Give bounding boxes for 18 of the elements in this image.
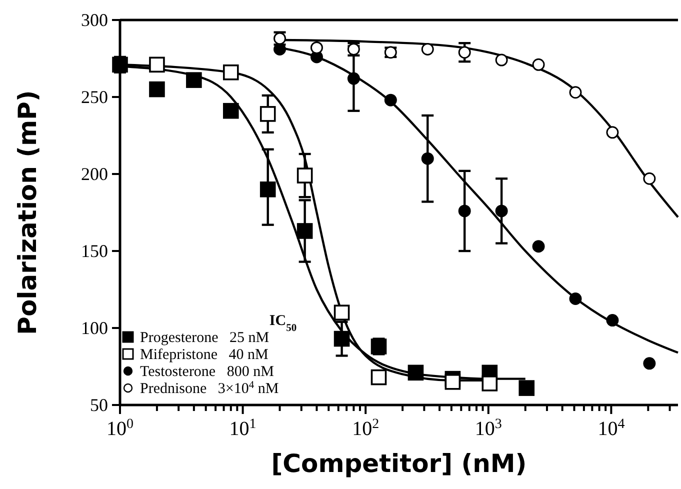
x-tick-label: 10$^{4}$	[598, 416, 625, 440]
x-tick-label: 10$^{3}$	[474, 416, 502, 440]
x-tick-label: 10$^{0}$	[106, 416, 134, 440]
legend-label: Testosterone 800 nM	[140, 364, 274, 380]
y-tick-label: 50	[90, 395, 108, 415]
x-tick-label: 10$^{2}$	[352, 416, 380, 440]
legend-label: Mifepristone 40 nM	[140, 347, 268, 363]
y-tick-label: 300	[81, 10, 108, 30]
y-axis-title: Polarization (mP)	[13, 90, 42, 335]
legend-label: Prednisone 3×10$^{4}$ nM	[140, 380, 279, 397]
y-tick-label: 100	[81, 318, 108, 338]
x-axis-title: [Competitor] (nM)	[271, 449, 527, 478]
y-tick-label: 250	[81, 87, 108, 107]
legend-title: IC$_{50}$	[269, 313, 297, 334]
y-tick-label: 150	[81, 241, 108, 261]
legend-label: Progesterone 25 nM	[140, 330, 270, 346]
x-tick-label: 10$^{1}$	[229, 416, 256, 440]
y-tick-label: 200	[81, 164, 108, 184]
